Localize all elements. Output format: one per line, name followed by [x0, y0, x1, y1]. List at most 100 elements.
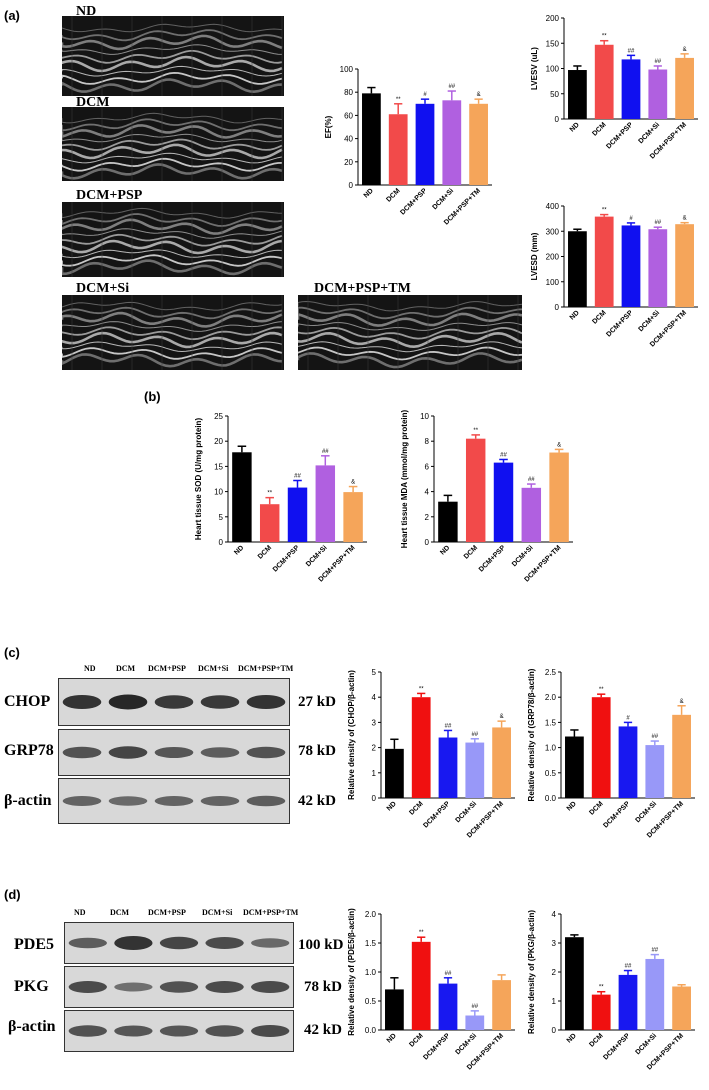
- lvesv-bar-DCM: [594, 44, 614, 119]
- lvesd-y-tick-label: 400: [546, 202, 560, 211]
- mda-y-tick-label: 0: [425, 538, 430, 547]
- lvesd-bar-DCM+Si: [648, 229, 668, 307]
- pde5-y-tick-label: 0.5: [365, 997, 377, 1006]
- blot-d-strip-actin: [64, 1010, 294, 1052]
- ef-y-tick-label: 60: [344, 111, 353, 120]
- mda-significance-mark: **: [473, 428, 478, 434]
- pkg-y-tick-label: 3: [552, 939, 557, 948]
- grp78-bar-DCM+Si: [645, 745, 665, 798]
- ef-y-tick-label: 0: [349, 181, 354, 190]
- band-1-1: [108, 746, 148, 759]
- band-1-0: [68, 981, 107, 993]
- blot-c-lane-dcm-psp: DCM+PSP: [148, 664, 186, 673]
- blot-c-lane-nd: ND: [84, 664, 96, 673]
- band-0-4: [251, 938, 290, 948]
- lvesv-y-tick-label: 50: [550, 90, 559, 99]
- band-1-2: [159, 981, 199, 993]
- band-2-2: [159, 1025, 199, 1037]
- lvesd-significance-mark: **: [602, 208, 607, 214]
- pde5-x-tick-label: ND: [386, 1032, 398, 1044]
- mda-bar-ND: [438, 501, 458, 542]
- ef-y-tick-label: 100: [340, 65, 354, 74]
- mda-x-tick-label: DCM+Si: [511, 544, 535, 568]
- band-1-1: [114, 982, 153, 992]
- band-2-1: [108, 796, 148, 806]
- blot-c-lane-dcm-si: DCM+Si: [198, 664, 229, 673]
- grp78-bar-chart: 0.0 0.5 1.0 1.5 2.0 2.5 Relative density of (G…: [527, 668, 695, 840]
- chop-y-tick-label: 5: [372, 668, 377, 677]
- blot-c-kd-grp78: 78 kD: [298, 743, 336, 759]
- band-0-0: [68, 937, 107, 949]
- pkg-significance-mark: **: [599, 985, 604, 991]
- sod-y-axis-label: Heart tissue SOD (U/mg protein): [194, 418, 203, 541]
- chop-x-tick-label: DCM+Si: [454, 800, 478, 824]
- grp78-bar-ND: [565, 736, 584, 798]
- blot-d-lane-dcm-si: DCM+Si: [202, 908, 233, 917]
- mda-bar-DCM+PSP: [493, 462, 514, 542]
- sod-bar-DCM+Si: [315, 465, 336, 542]
- mda-bar-DCM+Si: [521, 487, 542, 542]
- blot-c-strip-grp78: [58, 729, 290, 776]
- band-0-1: [108, 694, 148, 710]
- pde5-bar-DCM: [411, 941, 431, 1030]
- sod-bar-DCM: [259, 504, 280, 542]
- chop-significance-mark: **: [419, 686, 424, 692]
- lvesv-x-tick-label: DCM: [591, 121, 607, 137]
- blot-c-protein-chop: CHOP: [4, 693, 51, 710]
- band-2-2: [154, 796, 194, 806]
- blot-c-lane-dcm: DCM: [116, 664, 136, 673]
- chop-significance-mark: &: [500, 714, 504, 720]
- lvesd-y-tick-label: 0: [555, 303, 560, 312]
- grp78-significance-mark: ##: [651, 734, 658, 740]
- blot-c-strip-chop: [58, 678, 290, 726]
- grp78-y-tick-label: 1.5: [545, 718, 557, 727]
- lvesv-bar-chart: 0 50 100 150 200 LVESV (uL) ND ** DCM ## DCM+PSP ##…: [530, 14, 698, 161]
- grp78-y-tick-label: 2.5: [545, 668, 557, 677]
- band-2-0: [62, 796, 102, 806]
- ef-x-tick-label: ND: [363, 187, 375, 199]
- lvesv-bar-ND: [568, 70, 587, 119]
- chop-y-axis-label: Relative density of (CHOP/β-actin): [347, 670, 356, 800]
- ef-bar-DCM+Si: [442, 100, 462, 185]
- ef-bar-chart: 0 20 40 60 80 100 EF(%) ND ** DCM # DCM+PSP ## DCM+Si…: [324, 65, 492, 227]
- band-2-4: [251, 1025, 290, 1037]
- grp78-y-axis-label: Relative density of (GRP78/β-actin): [527, 668, 536, 801]
- mda-significance-mark: &: [557, 442, 561, 448]
- grp78-x-tick-label: ND: [566, 800, 578, 812]
- pkg-bar-ND: [565, 937, 584, 1030]
- echo-label-nd: ND: [76, 4, 97, 19]
- pde5-bar-chart: 0.0 0.5 1.0 1.5 2.0 Relative density of (PDE5…: [347, 908, 515, 1072]
- sod-y-tick-label: 25: [214, 412, 223, 421]
- lvesd-bar-DCM+PSP+TM: [675, 224, 694, 307]
- band-2-3: [200, 796, 240, 806]
- blot-d-lane-dcm-psp: DCM+PSP: [148, 908, 186, 917]
- ef-significance-mark: ##: [448, 84, 455, 90]
- pkg-significance-mark: ##: [625, 964, 632, 970]
- sod-y-tick-label: 10: [214, 488, 223, 497]
- ef-x-tick-label: DCM+Si: [431, 187, 455, 211]
- band-0-2: [154, 695, 194, 709]
- lvesd-x-tick-label: ND: [569, 309, 581, 321]
- grp78-y-tick-label: 0.0: [545, 794, 557, 803]
- ef-y-tick-label: 20: [344, 158, 353, 167]
- sod-significance-mark: ##: [322, 449, 329, 455]
- chop-x-tick-label: ND: [386, 800, 398, 812]
- band-1-0: [62, 746, 102, 759]
- lvesv-bar-DCM+PSP: [621, 59, 641, 119]
- lvesd-y-tick-label: 200: [546, 253, 560, 262]
- band-1-3: [205, 981, 244, 993]
- sod-x-tick-label: DCM+PSP: [272, 544, 301, 573]
- mda-significance-mark: ##: [528, 477, 535, 483]
- grp78-x-tick-label: DCM: [588, 800, 604, 816]
- echo-image-dcm: [62, 107, 284, 181]
- pde5-y-tick-label: 0.0: [365, 1026, 377, 1035]
- pde5-x-tick-label: DCM+Si: [454, 1032, 478, 1056]
- chop-y-tick-label: 3: [372, 718, 377, 727]
- lvesv-significance-mark: ##: [628, 48, 635, 54]
- chop-bar-DCM+PSP+TM: [492, 727, 511, 798]
- sod-significance-mark: ##: [294, 474, 301, 480]
- pde5-significance-mark: ##: [445, 971, 452, 977]
- echo-label-dcm-psp: DCM+PSP: [76, 188, 143, 203]
- sod-y-tick-label: 15: [214, 462, 223, 471]
- pkg-x-tick-label: DCM+PSP: [602, 1032, 631, 1061]
